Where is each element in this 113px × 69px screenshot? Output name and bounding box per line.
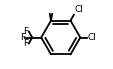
Text: Cl: Cl bbox=[74, 5, 82, 14]
Text: Cl: Cl bbox=[87, 33, 95, 42]
Text: F: F bbox=[20, 33, 25, 42]
Text: F: F bbox=[23, 27, 28, 36]
Text: F: F bbox=[23, 39, 28, 48]
